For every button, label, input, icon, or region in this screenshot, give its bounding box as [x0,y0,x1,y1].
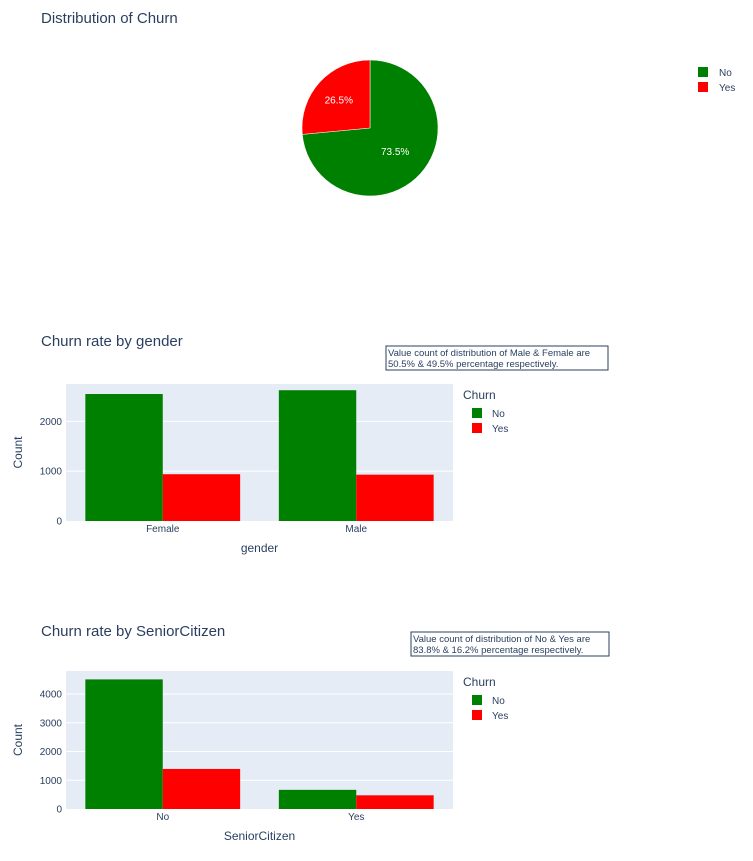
legend-label: No [492,409,505,420]
legend-label: No [492,696,505,707]
legend-swatch-yes[interactable] [472,710,482,720]
y-tick-label: 0 [56,805,62,816]
legend-title: Churn [463,388,496,402]
annotation-box [410,631,610,657]
pie-chart-svg: Distribution of Churn 73.5% 26.5% No Yes [41,10,735,197]
y-tick-label: 0 [56,517,62,528]
legend-label: Yes [492,424,508,435]
x-tick-label: Female [146,524,180,535]
y-tick-label: 2000 [40,747,63,758]
annotation-text: Value count of distribution of No & Yes … [413,634,590,645]
bar-yes-no[interactable] [278,789,357,809]
bar-female-no[interactable] [85,394,163,521]
legend-swatch-yes[interactable] [472,423,482,433]
y-tick-label: 3000 [40,718,63,729]
y-tick-label: 1000 [40,467,63,478]
x-axis-title: gender [241,541,278,555]
y-tick-label: 1000 [40,776,63,787]
churn-by-gender-panel: Churn rate by gender 0 1000 2000 Female Male… [0,300,753,580]
pie-slice-label: 26.5% [325,96,353,107]
y-tick-label: 2000 [40,417,63,428]
legend-swatch-no[interactable] [472,408,482,418]
annotation-box [385,345,609,371]
bar-male-no[interactable] [278,390,357,521]
bar-no-no[interactable] [85,679,163,809]
x-tick-label: Yes [348,812,364,823]
legend-label: Yes [719,83,735,94]
bar-yes-yes[interactable] [356,795,434,809]
legend-swatch-no[interactable] [472,695,482,705]
legend-swatch-no[interactable] [698,67,708,77]
legend-title: Churn [463,675,496,689]
x-axis-title: SeniorCitizen [224,829,295,843]
y-axis-title: Count [11,436,25,469]
annotation-text: 83.8% & 16.2% percentage respectively. [413,645,583,656]
gender-bar-chart-svg: Churn rate by gender 0 1000 2000 Female Male… [11,333,609,555]
y-axis-title: Count [11,723,25,756]
y-tick-label: 4000 [40,690,63,701]
chart-title: Distribution of Churn [41,10,178,27]
bar-female-yes[interactable] [162,474,241,521]
chart-title: Churn rate by gender [41,333,183,350]
annotation-text: Value count of distribution of Male & Fe… [388,348,590,359]
churn-by-senior-panel: Churn rate by SeniorCitizen 0 1000 2000 300… [0,585,753,861]
pie-slice-yes[interactable] [301,59,371,135]
legend-label: No [719,68,732,79]
legend-label: Yes [492,711,508,722]
x-tick-label: No [156,812,169,823]
senior-bar-chart-svg: Churn rate by SeniorCitizen 0 1000 2000 300… [11,623,610,843]
legend-swatch-yes[interactable] [698,82,708,92]
bar-no-yes[interactable] [162,768,241,809]
pie-slice-label: 73.5% [381,147,409,158]
annotation-text: 50.5% & 49.5% percentage respectively. [388,359,558,370]
x-tick-label: Male [345,524,367,535]
bar-male-yes[interactable] [356,474,434,521]
churn-distribution-pie-panel: Distribution of Churn 73.5% 26.5% No Yes [0,0,753,300]
chart-title: Churn rate by SeniorCitizen [41,623,225,640]
